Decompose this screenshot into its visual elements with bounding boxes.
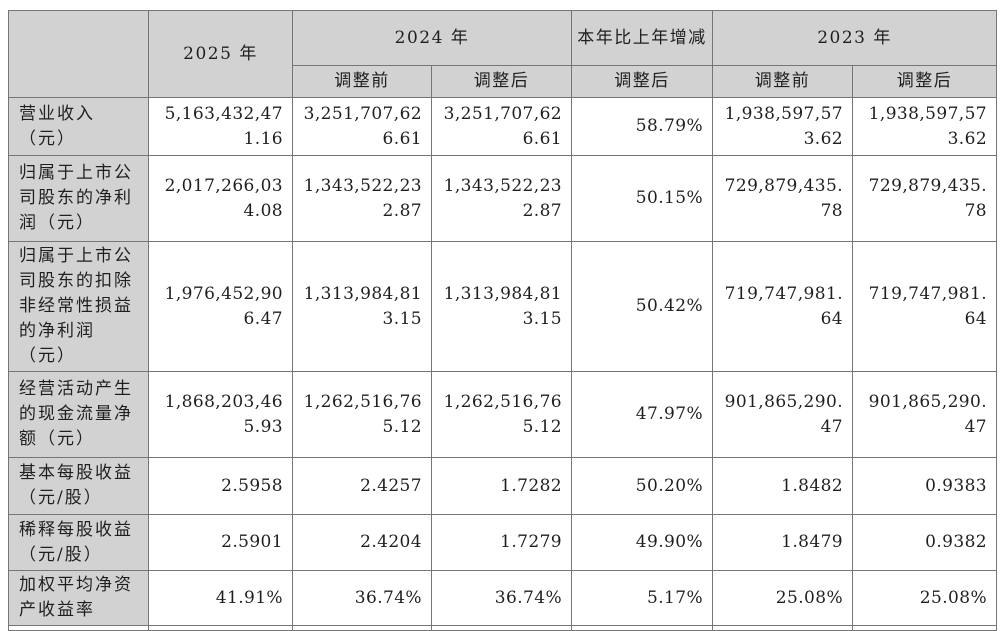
value-2024-adjust-before: 3,251,707,626.61: [292, 97, 432, 156]
value-2025: 41.91%: [148, 570, 293, 626]
value-2024-adjust-after: 36.74%: [430, 570, 573, 626]
value-2025: 2.5901: [148, 514, 293, 571]
financial-summary-table: 2025 年 2024 年 本年比上年增减 2023 年 调整前 调整后 调整后…: [8, 10, 998, 631]
value-2024-adjust-after: 1.7279: [430, 514, 573, 571]
table-row-net-profit: 归属于上市公司股东的净利润（元） 2,017,266,034.08 1,343,…: [8, 155, 998, 242]
value-2023-adjust-before: 719,747,981.64: [712, 241, 854, 372]
metric-label: 稀释每股收益（元/股）: [8, 514, 149, 571]
value-2024-adjust-before: 1,313,984,813.15: [292, 241, 432, 372]
value-2023-adjust-before: 729,879,435.78: [712, 155, 854, 242]
header-year-2023: 2023 年: [712, 10, 998, 66]
value-2023-adjust-after: 1,938,597,573.62: [852, 97, 998, 156]
value-2023-adjust-before: 901,865,290.47: [712, 371, 854, 458]
value-2024-adjust-before: 1,262,516,765.12: [292, 371, 432, 458]
value-2025: 5,163,432,471.16: [148, 97, 293, 156]
metric-label: 归属于上市公司股东的净利润（元）: [8, 155, 149, 242]
value-2025: 1,868,203,465.93: [148, 371, 293, 458]
value-2023-adjust-after: 901,865,290.47: [852, 371, 998, 458]
value-yoy-change: 47.97%: [571, 371, 714, 458]
header-row-2: 调整前 调整后 调整后 调整前 调整后: [9, 65, 998, 98]
value-2024-adjust-before: 1,343,522,232.87: [292, 155, 432, 242]
value-2023-adjust-after: 729,879,435.78: [852, 155, 998, 242]
table-row-net-profit-excl-nonrecurring: 归属于上市公司股东的扣除非经常性损益的净利润（元） 1,976,452,906.…: [8, 241, 998, 372]
value-yoy-change: 58.79%: [571, 97, 714, 156]
value-2023-adjust-after: 0.9383: [852, 457, 998, 515]
value-2023-adjust-before: 25.08%: [712, 570, 854, 626]
value-yoy-change: 50.42%: [571, 241, 714, 372]
metric-label: 归属于上市公司股东的扣除非经常性损益的净利润（元）: [8, 241, 149, 372]
value-2024-adjust-after: 1.7282: [430, 457, 573, 515]
empty-spacer-row: [8, 625, 998, 631]
header-corner-blank: [8, 10, 149, 98]
value-2023-adjust-before: 1.8479: [712, 514, 854, 571]
metric-label: 加权平均净资产收益率: [8, 570, 149, 626]
header-row-1: 2025 年 2024 年 本年比上年增减 2023 年: [8, 10, 998, 98]
metric-label: 经营活动产生的现金流量净额（元）: [8, 371, 149, 458]
value-yoy-change: 5.17%: [571, 570, 714, 626]
value-2023-adjust-before: 1,938,597,573.62: [712, 97, 854, 156]
header-year-2025: 2025 年: [148, 10, 293, 98]
table-row-diluted-eps: 稀释每股收益（元/股） 2.5901 2.4204 1.7279 49.90% …: [8, 514, 998, 571]
table-row-weighted-avg-roe: 加权平均净资产收益率 41.91% 36.74% 36.74% 5.17% 25…: [8, 570, 998, 626]
table-row-basic-eps: 基本每股收益（元/股） 2.5958 2.4257 1.7282 50.20% …: [8, 457, 998, 515]
value-yoy-change: 50.20%: [571, 457, 714, 515]
value-2025: 2,017,266,034.08: [148, 155, 293, 242]
value-2024-adjust-before: 2.4204: [292, 514, 432, 571]
value-2024-adjust-before: 36.74%: [292, 570, 432, 626]
value-2024-adjust-before: 2.4257: [292, 457, 432, 515]
subheader-2024-adjust-after: 调整后: [430, 65, 573, 98]
value-2024-adjust-after: 1,313,984,813.15: [430, 241, 573, 372]
subheader-2024-adjust-before: 调整前: [292, 65, 432, 98]
metric-label: 基本每股收益（元/股）: [8, 457, 149, 515]
value-2024-adjust-after: 3,251,707,626.61: [430, 97, 573, 156]
value-2025: 2.5958: [148, 457, 293, 515]
value-2023-adjust-after: 719,747,981.64: [852, 241, 998, 372]
table-row-operating-cash-flow: 经营活动产生的现金流量净额（元） 1,868,203,465.93 1,262,…: [8, 371, 998, 458]
value-2023-adjust-before: 1.8482: [712, 457, 854, 515]
metric-label: 营业收入（元）: [8, 97, 149, 156]
subheader-2023-adjust-after: 调整后: [852, 65, 998, 98]
value-yoy-change: 50.15%: [571, 155, 714, 242]
value-2024-adjust-after: 1,262,516,765.12: [430, 371, 573, 458]
value-2023-adjust-after: 0.9382: [852, 514, 998, 571]
table-row-operating-revenue: 营业收入（元） 5,163,432,471.16 3,251,707,626.6…: [8, 97, 998, 156]
header-yoy-change: 本年比上年增减: [571, 10, 714, 66]
value-2025: 1,976,452,906.47: [148, 241, 293, 372]
header-year-2024: 2024 年: [291, 10, 573, 66]
value-2024-adjust-after: 1,343,522,232.87: [430, 155, 573, 242]
subheader-2023-adjust-before: 调整前: [712, 65, 854, 98]
subheader-change-adjust-after: 调整后: [571, 65, 714, 98]
value-yoy-change: 49.90%: [571, 514, 714, 571]
value-2023-adjust-after: 25.08%: [852, 570, 998, 626]
